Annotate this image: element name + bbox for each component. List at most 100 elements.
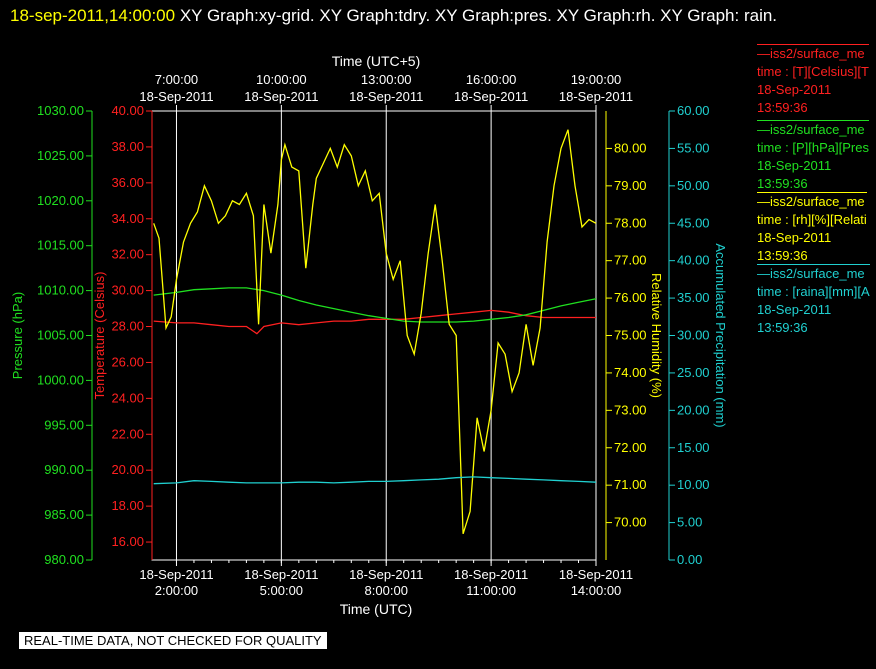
x-top-tick-label-time: 10:00:00 [256, 72, 307, 87]
rain-tick-label: 5.00 [677, 515, 702, 530]
pressure-tick-label: 1015.00 [37, 238, 84, 253]
temperature-tick-label: 40.00 [111, 103, 144, 118]
pressure-tick-label: 985.00 [44, 507, 84, 522]
rain-tick-label: 0.00 [677, 552, 702, 567]
x-top-tick-label-date: 18-Sep-2011 [349, 89, 423, 104]
x-axis-title: Time (UTC) [340, 601, 413, 617]
rh-tick-label: 73.00 [614, 402, 647, 417]
grid-layer [151, 110, 597, 561]
x-top-tick-label-date: 18-Sep-2011 [139, 89, 213, 104]
rain-series-line [153, 476, 597, 485]
legend-entry-humidity: —iss2/surface_me time : [rh][%][Relati 1… [757, 192, 867, 265]
axes-layer: 18-Sep-20112:00:007:00:0018-Sep-201118-S… [10, 53, 728, 617]
rh-tick-label: 80.00 [614, 140, 647, 155]
pressure-series-line [153, 287, 597, 323]
x-tick-label-date: 18-Sep-2011 [244, 567, 318, 582]
x-top-tick-label-time: 19:00:00 [571, 72, 622, 87]
pressure-tick-label: 1005.00 [37, 328, 84, 343]
x-tick-label-date: 18-Sep-2011 [349, 567, 423, 582]
temperature-tick-label: 24.00 [111, 390, 144, 405]
series-layer [153, 129, 597, 534]
rh-tick-label: 74.00 [614, 365, 647, 380]
rain-tick-label: 10.00 [677, 477, 710, 492]
x-top-tick-label-time: 7:00:00 [155, 72, 198, 87]
rain-axis-title: Accumulated Precipitation (mm) [713, 243, 728, 427]
rain-tick-label: 20.00 [677, 402, 710, 417]
legend-entry-pressure: —iss2/surface_me time : [P][hPa][Pres 18… [757, 120, 869, 193]
rain-tick-label: 60.00 [677, 103, 710, 118]
legend-series-time: 13:59:36 [757, 320, 808, 335]
x-top-tick-label-date: 18-Sep-2011 [454, 89, 528, 104]
rh-tick-label: 79.00 [614, 178, 647, 193]
rain-tick-label: 15.00 [677, 440, 710, 455]
rain-tick-label: 55.00 [677, 140, 710, 155]
temperature-tick-label: 28.00 [111, 319, 144, 334]
rh-tick-label: 75.00 [614, 328, 647, 343]
legend-series-name: —iss2/surface_me [757, 122, 865, 137]
legend-series-field: time : [P][hPa][Pres [757, 140, 869, 155]
pressure-tick-label: 1020.00 [37, 193, 84, 208]
pressure-tick-label: 990.00 [44, 462, 84, 477]
rain-tick-label: 35.00 [677, 290, 710, 305]
x-tick-label-time: 14:00:00 [571, 583, 622, 598]
legend-series-name: —iss2/surface_me [757, 46, 865, 61]
pressure-tick-label: 995.00 [44, 417, 84, 432]
x-top-tick-label-time: 13:00:00 [361, 72, 412, 87]
rh-tick-label: 70.00 [614, 515, 647, 530]
rh-axis-title: Relative Humidity (%) [649, 273, 664, 398]
rh-series-line [153, 129, 597, 534]
temperature-tick-label: 36.00 [111, 175, 144, 190]
legend-series-time: 13:59:36 [757, 248, 808, 263]
legend-series-time: 13:59:36 [757, 100, 808, 115]
x-tick-label-time: 8:00:00 [365, 583, 408, 598]
rain-tick-label: 30.00 [677, 328, 710, 343]
temperature-tick-label: 26.00 [111, 354, 144, 369]
legend-series-date: 18-Sep-2011 [757, 158, 832, 173]
rh-tick-label: 76.00 [614, 290, 647, 305]
legend-series-name: —iss2/surface_me [757, 266, 865, 281]
legend-entry-rain: —iss2/surface_me time : [raina][mm][A 18… [757, 264, 870, 337]
x-tick-label-date: 18-Sep-2011 [139, 567, 213, 582]
x-top-tick-label-date: 18-Sep-2011 [559, 89, 633, 104]
plot-frame [151, 110, 597, 561]
temperature-tick-label: 16.00 [111, 534, 144, 549]
pressure-tick-label: 1000.00 [37, 372, 84, 387]
rain-tick-label: 50.00 [677, 178, 710, 193]
x-tick-label-date: 18-Sep-2011 [559, 567, 633, 582]
pressure-tick-label: 1030.00 [37, 103, 84, 118]
temperature-series-line [153, 309, 596, 335]
rh-tick-label: 72.00 [614, 440, 647, 455]
x-tick-label-time: 5:00:00 [260, 583, 303, 598]
legend-series-date: 18-Sep-2011 [757, 230, 832, 245]
legend-series-field: time : [raina][mm][A [757, 284, 870, 299]
x-tick-label-time: 2:00:00 [155, 583, 198, 598]
legend-series-field: time : [rh][%][Relati [757, 212, 867, 227]
rain-tick-label: 40.00 [677, 253, 710, 268]
rain-tick-label: 45.00 [677, 215, 710, 230]
x-tick-label-date: 18-Sep-2011 [454, 567, 528, 582]
temperature-tick-label: 18.00 [111, 498, 144, 513]
legend-series-date: 18-Sep-2011 [757, 82, 832, 97]
legend-series-field: time : [T][Celsius][T [757, 64, 869, 79]
temperature-tick-label: 30.00 [111, 283, 144, 298]
rh-tick-label: 71.00 [614, 477, 647, 492]
rh-tick-label: 78.00 [614, 215, 647, 230]
x-tick-label-time: 11:00:00 [466, 583, 516, 598]
title-timestamp: 18-sep-2011,14:00:00 [10, 6, 176, 25]
temperature-tick-label: 34.00 [111, 211, 144, 226]
x-top-axis-title: Time (UTC+5) [332, 53, 421, 69]
x-top-tick-label-time: 16:00:00 [466, 72, 517, 87]
temperature-tick-label: 20.00 [111, 462, 144, 477]
window-title: 18-sep-2011,14:00:00 XY Graph:xy-grid. X… [10, 2, 850, 30]
pressure-axis-title: Pressure (hPa) [10, 292, 25, 379]
legend-series-name: —iss2/surface_me [757, 194, 865, 209]
temperature-tick-label: 38.00 [111, 139, 144, 154]
temperature-tick-label: 32.00 [111, 247, 144, 262]
legend-series-time: 13:59:36 [757, 176, 808, 191]
pressure-tick-label: 1010.00 [37, 283, 84, 298]
quality-warning: REAL-TIME DATA, NOT CHECKED FOR QUALITY [19, 632, 327, 649]
temperature-axis-title: Temperature (Celsius) [92, 272, 107, 400]
rain-tick-label: 25.00 [677, 365, 710, 380]
temperature-tick-label: 22.00 [111, 426, 144, 441]
